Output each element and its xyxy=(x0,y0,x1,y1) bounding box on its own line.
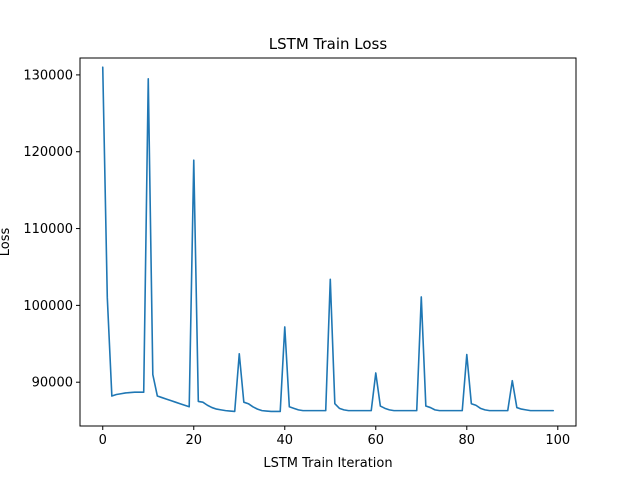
x-ticks: 0 20 40 60 80 100 xyxy=(99,426,570,448)
x-tick-label: 60 xyxy=(368,433,385,448)
x-tick-label: 20 xyxy=(185,433,202,448)
x-tick-label: 40 xyxy=(276,433,293,448)
x-tick-label: 0 xyxy=(99,433,107,448)
y-axis-label: Loss xyxy=(0,228,13,257)
series-line-0 xyxy=(101,66,555,413)
y-tick-label: 90000 xyxy=(32,376,73,391)
y-ticks: 90000 100000 110000 120000 130000 xyxy=(23,68,80,391)
y-tick-label: 130000 xyxy=(23,68,73,83)
x-tick-label: 80 xyxy=(459,433,476,448)
x-axis-label: LSTM Train Iteration xyxy=(263,456,392,471)
y-tick-label: 110000 xyxy=(23,222,73,237)
y-tick-label: 100000 xyxy=(23,299,73,314)
series-layer xyxy=(101,66,555,413)
axes-frame xyxy=(79,57,577,427)
y-tick-label: 120000 xyxy=(23,145,73,160)
x-tick-label: 100 xyxy=(545,433,570,448)
chart-title: LSTM Train Loss xyxy=(269,35,388,53)
